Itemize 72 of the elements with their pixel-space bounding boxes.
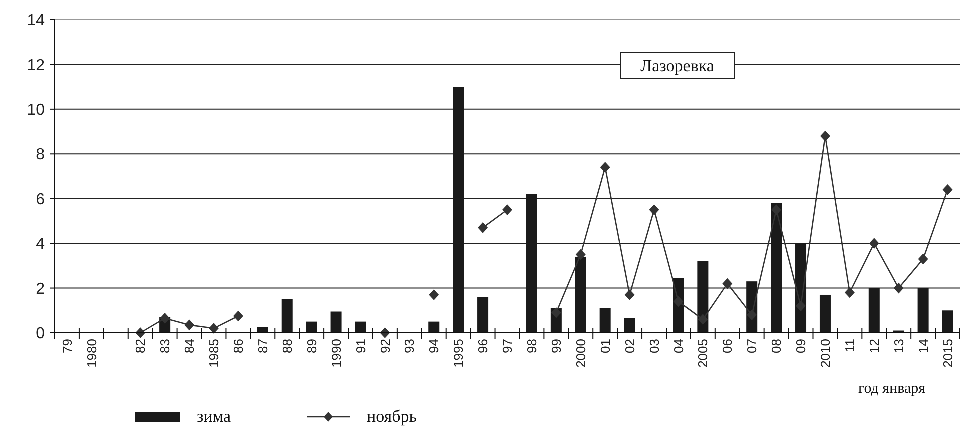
x-tick-label: 99 [548, 339, 564, 354]
y-tick-label: 14 [27, 12, 46, 30]
point [747, 310, 758, 321]
x-tick-label: 2010 [818, 339, 834, 368]
point [869, 238, 880, 249]
x-tick-label: 79 [60, 339, 75, 354]
y-tick-label: 6 [36, 191, 46, 208]
x-tick-label: 1995 [451, 339, 466, 368]
x-tick-label: 04 [671, 339, 686, 354]
x-tick-label: 91 [353, 339, 368, 354]
x-tick-label: 09 [794, 339, 809, 354]
x-tick-label: 86 [230, 339, 246, 354]
point [551, 307, 562, 318]
x-tick-label: 1980 [84, 339, 100, 368]
point [820, 130, 830, 142]
y-tick-label: 0 [36, 326, 46, 343]
x-tick-label: 11 [842, 339, 858, 352]
x-tick-label: 98 [524, 339, 540, 354]
y-tick-label: 10 [27, 102, 46, 120]
point [796, 300, 806, 312]
point [208, 323, 219, 334]
x-tick-label: 92 [378, 339, 393, 354]
y-tick-label: 4 [36, 236, 46, 254]
y-tick-label: 12 [27, 57, 46, 74]
legend-label: зима [197, 407, 232, 426]
x-tick-label: 08 [769, 339, 784, 354]
x-tick-label: 94 [426, 339, 442, 354]
x-tick-label: 1985 [206, 339, 222, 368]
point [674, 296, 684, 308]
point [722, 278, 733, 290]
x-tick-label: 2000 [573, 339, 588, 368]
x-tick-label: 14 [916, 339, 931, 354]
x-tick-label: 96 [476, 339, 491, 354]
x-axis-title: год января [858, 381, 926, 397]
point [576, 249, 586, 260]
annotation: Лазоревка [640, 56, 715, 76]
point [844, 287, 855, 298]
point [918, 254, 928, 265]
x-tick-label: 88 [280, 339, 295, 354]
y-tick-label: 2 [36, 280, 46, 298]
point [184, 320, 195, 331]
point [649, 204, 660, 216]
x-tick-label: 13 [891, 339, 906, 354]
point [478, 222, 488, 234]
x-tick-label: 02 [622, 339, 638, 354]
x-tick-label: 89 [304, 339, 320, 354]
x-tick-label: 01 [598, 339, 613, 354]
x-tick-label: 2015 [940, 339, 956, 368]
x-tick-label: 84 [182, 339, 198, 354]
x-tick-label: 12 [866, 339, 882, 354]
x-tick-label: 1990 [328, 339, 344, 368]
y-tick-label: 8 [36, 146, 46, 164]
x-tick-label: 93 [402, 339, 418, 354]
point [600, 162, 610, 173]
x-tick-label: 2005 [696, 339, 711, 368]
point [942, 184, 953, 196]
legend-label: ноябрь [367, 407, 418, 426]
x-tick-label: 97 [500, 339, 516, 354]
point [502, 204, 512, 216]
x-tick-label: 07 [744, 339, 760, 354]
x-tick-label: 03 [646, 339, 662, 354]
point [772, 204, 782, 216]
point [698, 314, 708, 325]
x-tick-label: 83 [158, 339, 173, 354]
x-tick-label: 82 [133, 339, 148, 354]
x-tick-label: 87 [255, 339, 270, 354]
point [160, 313, 170, 324]
point [233, 310, 244, 322]
point [894, 282, 904, 294]
x-tick-label: 06 [720, 339, 736, 354]
point [624, 290, 635, 300]
point [429, 290, 440, 300]
